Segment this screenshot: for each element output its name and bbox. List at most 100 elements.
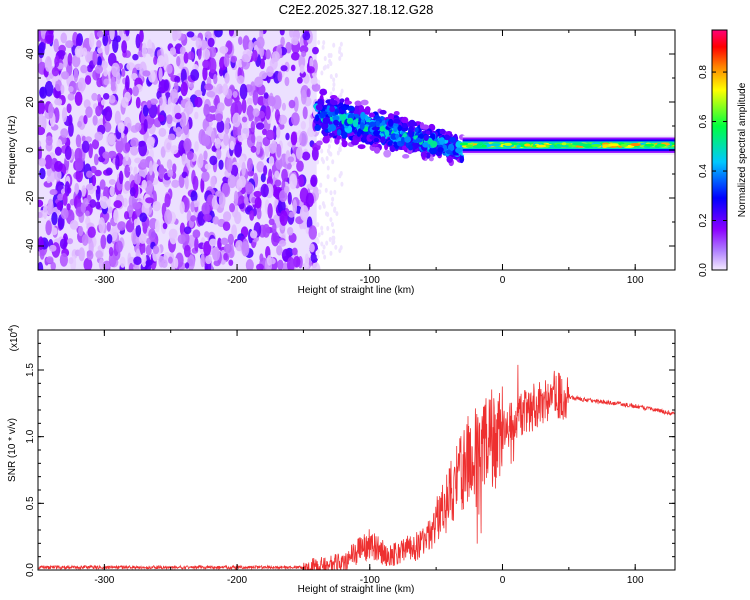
heatmap-cell [47,198,54,215]
heatmap-cell [118,170,124,185]
heatmap-cell [218,159,224,170]
heatmap-cell [255,141,261,155]
heatmap-cell [38,144,42,161]
heatmap-cell [332,82,336,88]
heatmap-cell [38,157,47,167]
heatmap-cell [186,31,195,38]
heatmap-cell [222,211,232,222]
heatmap-cell [49,189,58,196]
heatmap-cell [414,127,419,133]
heatmap-cell [48,102,54,119]
heatmap-cell [301,151,311,161]
heatmap-cell [326,174,330,180]
heatmap-cell [202,59,210,69]
heatmap-cell [265,129,275,141]
heatmap-cell [287,191,292,205]
heatmap-cell [319,182,323,188]
heatmap-cell [38,140,42,148]
heatmap-cell [111,62,120,78]
heatmap-cell [179,46,186,55]
heatmap-cell [230,164,239,177]
heatmap-cell [267,96,276,107]
heatmap-cell [95,201,101,210]
heatmap-cell [229,140,235,151]
heatmap-cell [368,112,375,118]
heatmap-cell [158,79,167,94]
heatmap-cell [393,125,398,133]
heatmap-cell [241,98,247,114]
snr-multiplier-base: (x10 [9,331,20,351]
heatmap-cell [644,143,655,147]
heatmap-cell [234,100,243,116]
heatmap-cell [53,160,63,172]
heatmap-cell [102,151,110,159]
heatmap-cell [299,45,309,54]
heatmap-cell [141,42,147,58]
heatmap-cell [208,105,217,113]
y-tick-label: 1.5 [25,363,36,377]
heatmap-cell [656,143,667,147]
heatmap-cell [38,30,42,42]
heatmap-cell [265,49,271,60]
heatmap-cell [387,118,394,127]
heatmap-cell [91,92,98,101]
heatmap-cell [56,50,66,57]
heatmap-cell [102,33,109,47]
heatmap-cell [83,114,88,125]
heatmap-cell [334,108,340,115]
heatmap-cell [157,114,165,122]
heatmap-cell [209,238,218,247]
heatmap-cell [138,140,148,157]
y-tick-label: 0 [25,147,36,153]
heatmap-cell [240,124,250,140]
heatmap-cell [324,187,328,193]
heatmap-cell [183,138,192,152]
heatmap-cell [125,30,130,37]
heatmap-cell [408,119,416,128]
heatmap-cell [323,254,327,260]
heatmap-cell [205,255,212,265]
heatmap-cell [357,144,366,150]
heatmap-cell [60,84,65,95]
heatmap-cell [310,174,318,187]
heatmap-cell [266,66,274,77]
heatmap-cell [172,30,178,42]
heatmap-cell [145,259,153,266]
heatmap-cell [241,54,250,63]
heatmap-cell [340,88,344,94]
heatmap-cell [67,52,73,66]
heatmap-cell [339,170,343,176]
heatmap-cell [96,77,103,88]
heatmap-cell [95,250,104,259]
heatmap-cell [439,137,445,145]
heatmap-cell [387,141,393,146]
heatmap-cell [300,120,307,130]
heatmap-cell [102,92,110,100]
heatmap-cell [175,126,182,138]
heatmap-cell [172,163,177,174]
heatmap-cell [298,54,306,69]
heatmap-cell [330,222,334,228]
heatmap-cell [332,42,336,48]
heatmap-cell [630,143,641,147]
heatmap-cell [281,102,286,111]
heatmap-cell [38,261,44,270]
heatmap-cell [315,114,320,122]
heatmap-cell [184,100,194,115]
heatmap-cell [91,139,100,150]
heatmap-cell [92,115,98,126]
heatmap-cell [340,52,344,58]
heatmap-cell [115,240,123,253]
heatmap-cell [339,98,345,103]
x-tick-label: -300 [94,275,114,286]
heatmap-cell [167,169,174,178]
heatmap-cell [201,134,211,147]
heatmap-cell [328,58,332,64]
heatmap-cell [174,75,181,83]
heatmap-cell [183,51,189,64]
heatmap-cell [73,67,79,83]
heatmap-cell [46,168,52,177]
heatmap-cell [194,89,203,97]
heatmap-cell [145,48,154,55]
heatmap-cell [127,256,136,266]
